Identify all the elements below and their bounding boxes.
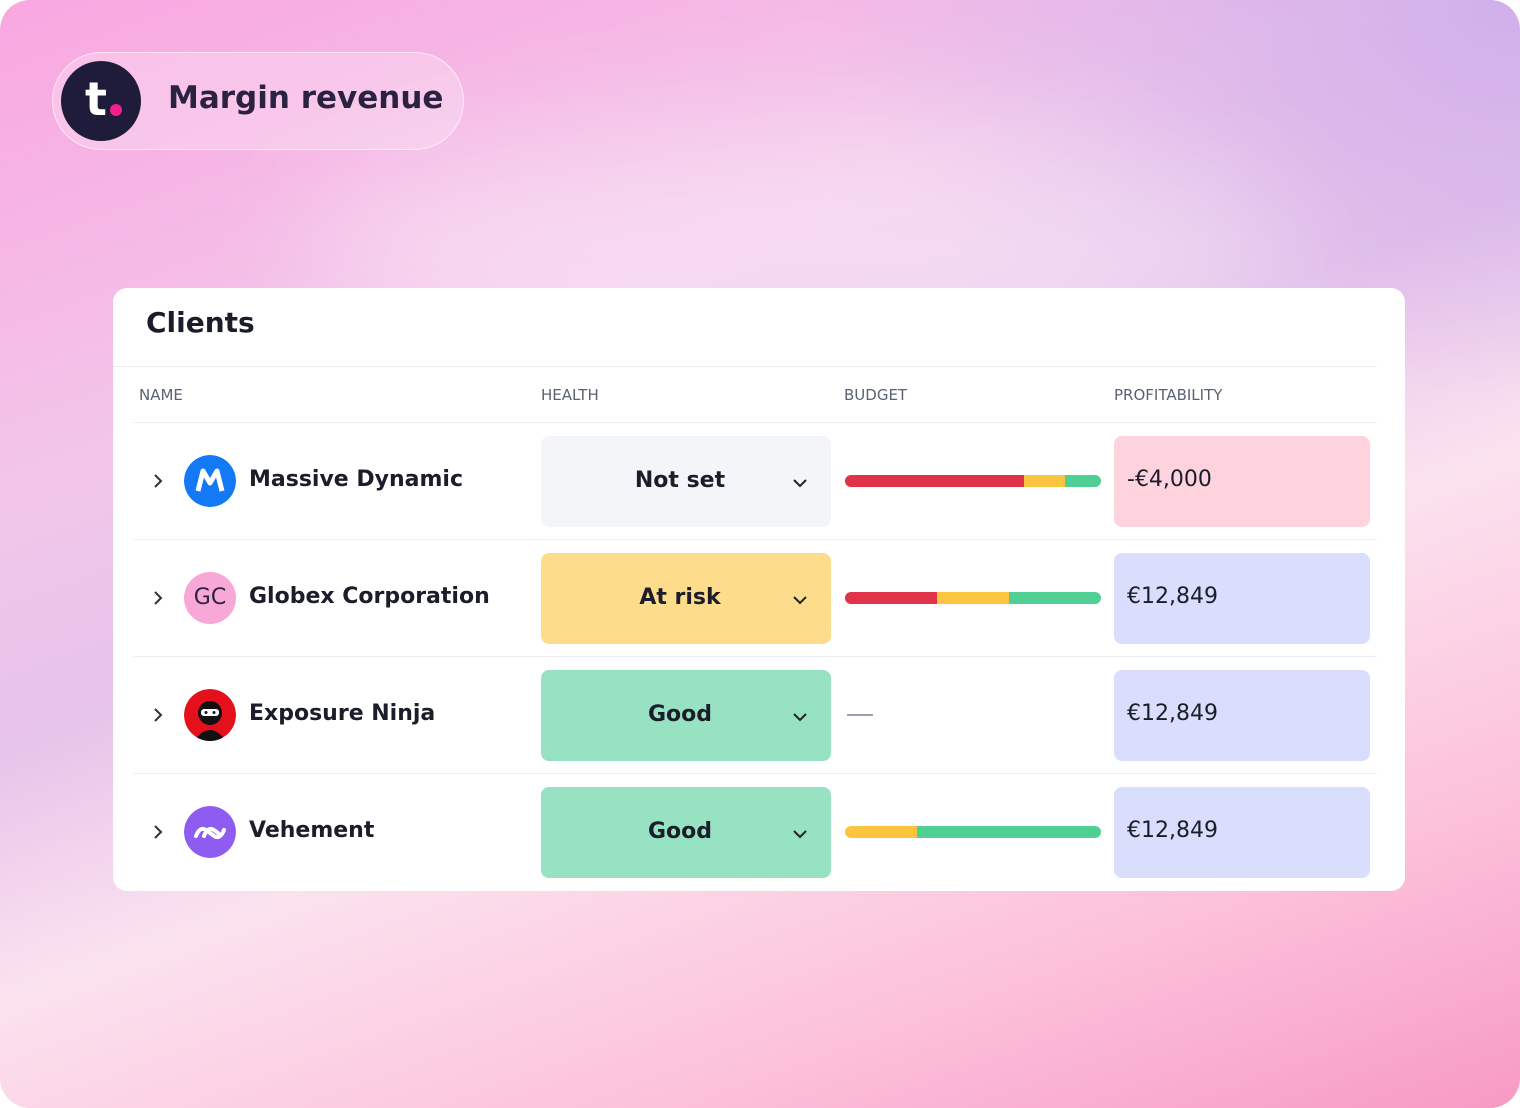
profitability-cell: €12,849: [1114, 787, 1370, 878]
column-header: NAME: [139, 386, 183, 404]
health-dropdown[interactable]: Good: [541, 787, 831, 878]
budget-segment: [845, 475, 1025, 487]
budget-segment: [916, 826, 1101, 838]
profitability-cell: €12,849: [1114, 670, 1370, 761]
health-value: At risk: [639, 585, 721, 610]
client-avatar: [184, 689, 236, 741]
health-value: Good: [647, 819, 713, 844]
client-name: Vehement: [249, 818, 375, 843]
profitability-cell: €12,849: [1114, 553, 1370, 644]
expand-button[interactable]: [150, 589, 166, 607]
profitability-cell: -€4,000: [1114, 436, 1370, 527]
health-dropdown[interactable]: Good: [541, 670, 831, 761]
client-name: Globex Corporation: [249, 584, 490, 609]
budget-bar: [845, 592, 1101, 604]
dropdown-chevron: [792, 825, 808, 839]
avatar-initials: GC: [193, 585, 227, 610]
divider: [133, 539, 1377, 540]
expand-button[interactable]: [150, 706, 166, 724]
budget-segment: [845, 826, 917, 838]
client-name: Exposure Ninja: [249, 701, 436, 726]
budget-bar: [845, 475, 1101, 487]
client-avatar: [184, 455, 236, 507]
expand-button[interactable]: [150, 472, 166, 490]
health-value: Not set: [634, 468, 726, 493]
health-dropdown[interactable]: Not set: [541, 436, 831, 527]
column-header: HEALTH: [541, 386, 599, 404]
logo: t: [61, 61, 141, 141]
client-avatar: GC: [184, 572, 236, 624]
logo-dot: [110, 104, 122, 116]
budget-segment: [1065, 475, 1101, 487]
budget-segment: [1024, 475, 1066, 487]
budget-empty: [847, 714, 873, 716]
card-title: Clients: [146, 306, 255, 339]
profitability-value: -€4,000: [1127, 467, 1212, 492]
divider: [113, 366, 1377, 367]
profitability-value: €12,849: [1127, 701, 1218, 726]
divider: [133, 422, 1377, 423]
column-header: PROFITABILITY: [1114, 386, 1223, 404]
budget-bar: [845, 826, 1101, 838]
header-title: Margin revenue: [168, 80, 444, 116]
column-header: BUDGET: [844, 386, 908, 404]
client-name: Massive Dynamic: [249, 467, 464, 492]
dropdown-chevron: [792, 708, 808, 722]
expand-button[interactable]: [150, 823, 166, 841]
client-avatar: [184, 806, 236, 858]
divider: [133, 656, 1377, 657]
dropdown-chevron: [792, 474, 808, 488]
dropdown-chevron: [792, 591, 808, 605]
budget-segment: [1008, 592, 1101, 604]
health-value: Good: [647, 702, 713, 727]
divider: [133, 773, 1377, 774]
profitability-value: €12,849: [1127, 584, 1218, 609]
budget-segment: [845, 592, 938, 604]
profitability-value: €12,849: [1127, 818, 1218, 843]
health-dropdown[interactable]: At risk: [541, 553, 831, 644]
budget-segment: [937, 592, 1009, 604]
